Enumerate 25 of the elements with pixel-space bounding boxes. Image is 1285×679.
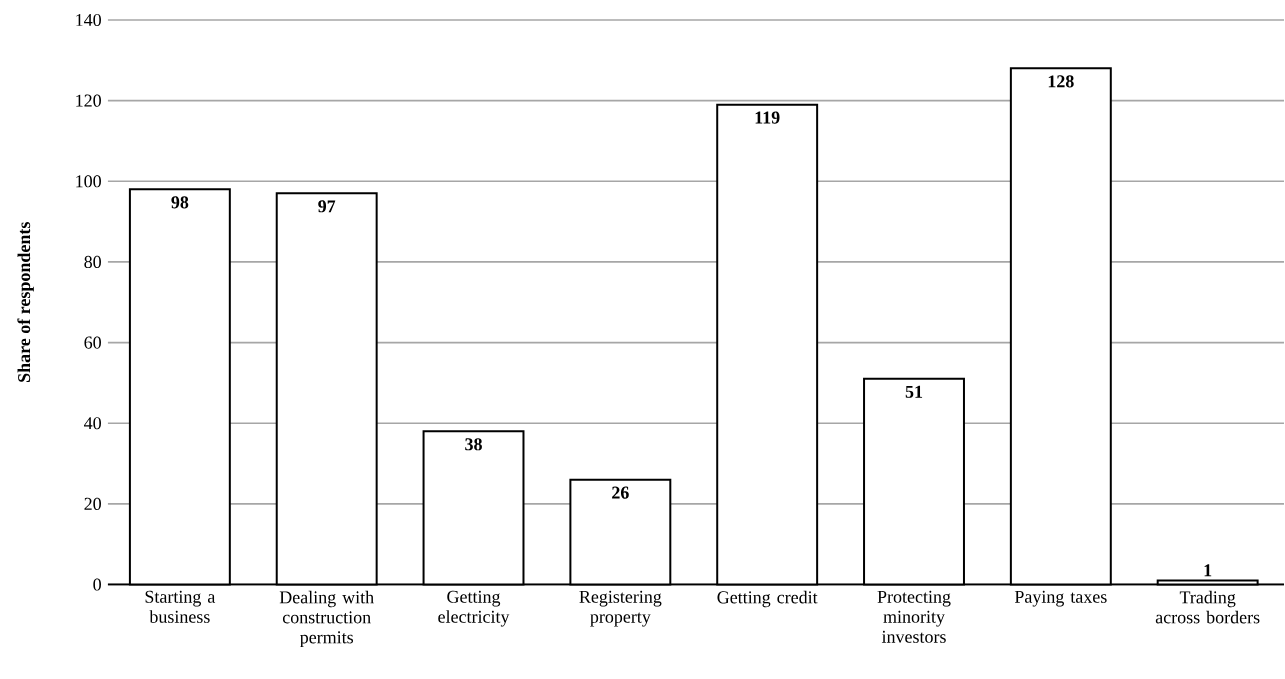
data-label: 97 bbox=[318, 200, 336, 213]
data-label: 38 bbox=[465, 437, 482, 451]
y-axis-title: Share of respondents bbox=[17, 221, 34, 382]
y-tick-label: 40 bbox=[84, 416, 101, 430]
x-tick-label: Starting a business bbox=[145, 590, 216, 623]
y-tick-label: 60 bbox=[84, 336, 101, 349]
x-tick-label: Getting electricity bbox=[438, 590, 510, 627]
y-tick-label: 140 bbox=[76, 13, 101, 26]
y-tick-label: 20 bbox=[84, 497, 101, 510]
y-tick-label: 80 bbox=[84, 255, 101, 268]
y-tick-label: 0 bbox=[93, 578, 101, 591]
y-tick-label: 120 bbox=[76, 94, 101, 107]
x-tick-label: Protecting minority investors bbox=[877, 590, 951, 643]
data-label: 1 bbox=[1204, 564, 1212, 577]
data-label: 98 bbox=[171, 196, 189, 209]
data-label: 119 bbox=[755, 111, 780, 124]
x-tick-label: Trading across borders bbox=[1155, 590, 1260, 624]
data-label: 51 bbox=[905, 385, 923, 398]
x-tick-label: Registering property bbox=[579, 590, 662, 627]
x-tick-label: Dealing with construction permits bbox=[279, 590, 374, 647]
y-tick-label: 100 bbox=[76, 174, 101, 188]
x-tick-label: Getting credit bbox=[717, 590, 818, 607]
x-tick-label: Paying taxes bbox=[1014, 590, 1107, 607]
data-label: 26 bbox=[612, 486, 629, 499]
data-label: 128 bbox=[1048, 75, 1074, 88]
